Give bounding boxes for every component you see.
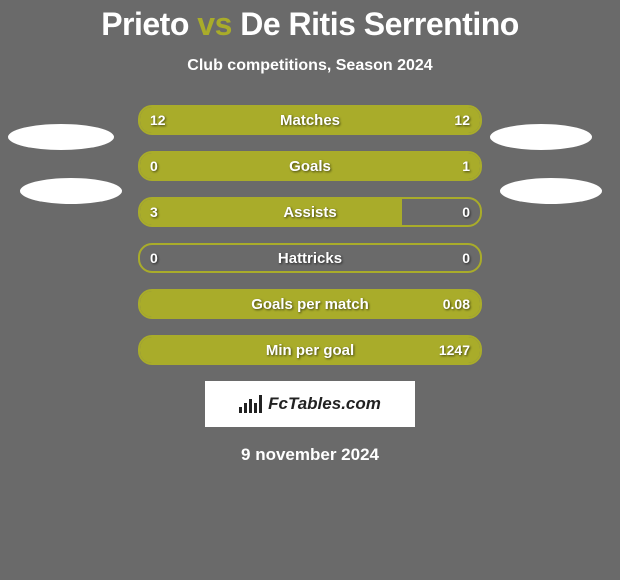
stat-rows: 12Matches120Goals13Assists00Hattricks0Go… (138, 105, 482, 365)
bar-fill-left (140, 291, 480, 317)
decorative-ellipse (490, 124, 592, 150)
decorative-ellipse (500, 178, 602, 204)
player-right-name: De Ritis Serrentino (240, 6, 519, 42)
bar-chart-icon (239, 395, 262, 413)
vs-label: vs (197, 6, 232, 42)
stat-value-right: 1 (462, 153, 470, 179)
stat-value-left: 0 (150, 153, 158, 179)
bar-fill-left (140, 107, 480, 133)
stat-value-right: 0.08 (443, 291, 470, 317)
subtitle: Club competitions, Season 2024 (0, 57, 620, 75)
bar-fill-right (201, 153, 480, 179)
fctables-label: FcTables.com (268, 394, 381, 414)
player-left-name: Prieto (101, 6, 189, 42)
decorative-ellipse (8, 124, 114, 150)
stat-label: Hattricks (140, 245, 480, 271)
stat-value-right: 0 (462, 245, 470, 271)
stat-row: Goals per match0.08 (138, 289, 482, 319)
stat-row: 12Matches12 (138, 105, 482, 135)
fctables-badge: FcTables.com (205, 381, 415, 427)
stat-value-left: 12 (150, 107, 166, 133)
stat-value-left: 3 (150, 199, 158, 225)
page-title: Prieto vs De Ritis Serrentino (0, 6, 620, 43)
stat-value-right: 1247 (439, 337, 470, 363)
stat-row: Min per goal1247 (138, 335, 482, 365)
stat-row: 3Assists0 (138, 197, 482, 227)
stat-row: 0Hattricks0 (138, 243, 482, 273)
decorative-ellipse (20, 178, 122, 204)
bar-fill-left (140, 199, 402, 225)
comparison-card: Prieto vs De Ritis Serrentino Club compe… (0, 0, 620, 465)
stat-value-left: 0 (150, 245, 158, 271)
bar-fill-left (140, 337, 480, 363)
date-label: 9 november 2024 (0, 445, 620, 465)
stat-value-right: 12 (454, 107, 470, 133)
stat-value-right: 0 (462, 199, 470, 225)
stat-row: 0Goals1 (138, 151, 482, 181)
